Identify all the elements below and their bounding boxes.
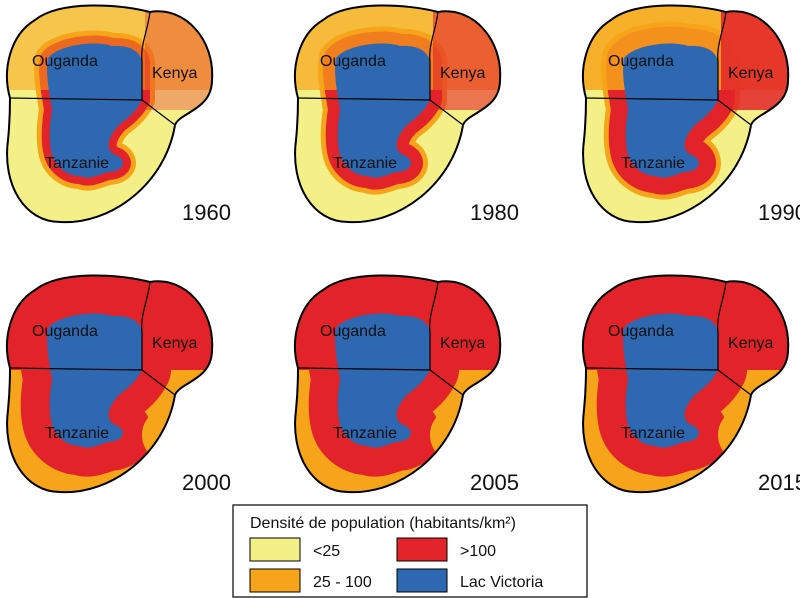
lake-victoria bbox=[335, 313, 430, 448]
country-label-tanzania: Tanzanie bbox=[333, 425, 397, 442]
map-panel: Ouganda Kenya Tanzanie 1960 bbox=[6, 4, 231, 225]
border-uganda-kenya bbox=[717, 11, 727, 100]
lake-victoria bbox=[47, 313, 142, 448]
region-outline bbox=[294, 4, 502, 224]
border-uganda-kenya bbox=[141, 281, 151, 370]
legend-label-low: <25 bbox=[313, 543, 340, 560]
legend-swatch-lake bbox=[396, 568, 448, 593]
lake-victoria bbox=[623, 43, 718, 178]
border-uganda-kenya bbox=[141, 11, 151, 100]
legend-label-lake: Lac Victoria bbox=[460, 574, 543, 591]
country-label-kenya: Kenya bbox=[152, 65, 197, 82]
legend-swatch-low bbox=[249, 537, 301, 562]
year-label: 1980 bbox=[470, 200, 519, 225]
legend-label-high: >100 bbox=[460, 543, 496, 560]
border-uganda-kenya bbox=[429, 11, 439, 100]
map-grid: Ouganda Kenya Tanzanie 1960 Ouganda Kenya Tanz… bbox=[6, 4, 800, 495]
country-label-tanzania: Tanzanie bbox=[45, 155, 109, 172]
map-panel: Ouganda Kenya Tanzanie 1980 bbox=[294, 4, 519, 225]
year-label: 1990 bbox=[758, 200, 800, 225]
density-kenya bbox=[721, 10, 789, 110]
country-label-kenya: Kenya bbox=[440, 65, 485, 82]
legend: Densité de population (habitants/km²) <2… bbox=[232, 504, 588, 598]
region-outline bbox=[582, 274, 790, 494]
lake-victoria bbox=[623, 313, 718, 448]
border-uganda-kenya bbox=[429, 281, 439, 370]
map-panel: Ouganda Kenya Tanzanie 1990 bbox=[582, 4, 800, 225]
density-kenya bbox=[145, 10, 213, 110]
country-label-uganda: Ouganda bbox=[608, 53, 674, 70]
map-panel: Ouganda Kenya Tanzanie 2000 bbox=[6, 274, 231, 495]
region-outline bbox=[582, 4, 790, 224]
country-label-tanzania: Tanzanie bbox=[333, 155, 397, 172]
region-outline bbox=[294, 274, 502, 494]
legend-label-mid: 25 - 100 bbox=[313, 574, 372, 591]
region-outline bbox=[6, 4, 214, 224]
map-panel: Ouganda Kenya Tanzanie 2015 bbox=[582, 274, 800, 495]
country-label-tanzania: Tanzanie bbox=[621, 155, 685, 172]
country-label-uganda: Ouganda bbox=[320, 53, 386, 70]
border-uganda-kenya bbox=[717, 281, 727, 370]
year-label: 2005 bbox=[470, 470, 519, 495]
country-label-uganda: Ouganda bbox=[32, 53, 98, 70]
density-kenya bbox=[433, 10, 501, 110]
map-panel: Ouganda Kenya Tanzanie 2005 bbox=[294, 274, 519, 495]
year-label: 2015 bbox=[758, 470, 800, 495]
year-label: 2000 bbox=[182, 470, 231, 495]
country-label-kenya: Kenya bbox=[728, 335, 773, 352]
country-label-uganda: Ouganda bbox=[32, 323, 98, 340]
country-label-kenya: Kenya bbox=[728, 65, 773, 82]
country-label-uganda: Ouganda bbox=[608, 323, 674, 340]
country-label-tanzania: Tanzanie bbox=[621, 425, 685, 442]
year-label: 1960 bbox=[182, 200, 231, 225]
legend-title: Densité de population (habitants/km²) bbox=[250, 515, 516, 532]
lake-victoria bbox=[47, 43, 142, 178]
legend-swatch-high bbox=[396, 537, 448, 562]
country-label-kenya: Kenya bbox=[440, 335, 485, 352]
legend-swatch-mid bbox=[249, 568, 301, 593]
lake-victoria bbox=[335, 43, 430, 178]
region-outline bbox=[6, 274, 214, 494]
country-label-uganda: Ouganda bbox=[320, 323, 386, 340]
country-label-tanzania: Tanzanie bbox=[45, 425, 109, 442]
country-label-kenya: Kenya bbox=[152, 335, 197, 352]
